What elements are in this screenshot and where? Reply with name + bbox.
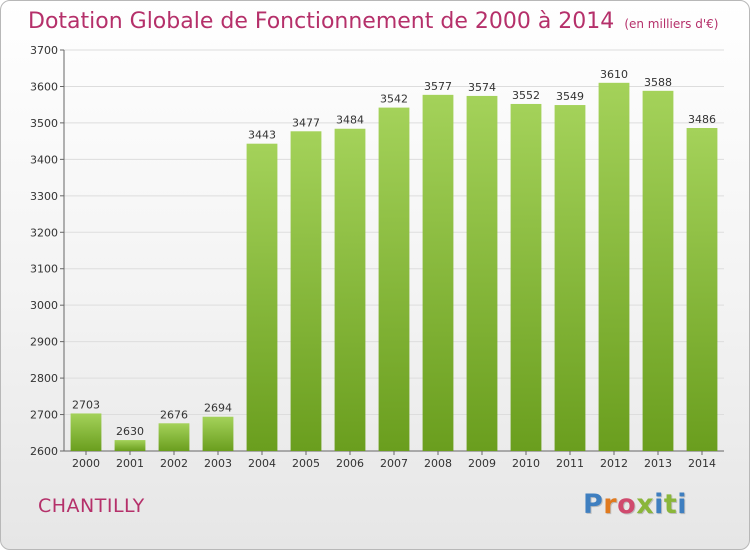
bar-2010 [510,103,542,451]
y-tick-label: 2800 [30,372,58,385]
y-tick-label: 3000 [30,299,58,312]
y-tick-label: 3100 [30,263,58,276]
y-tick-label: 3400 [30,153,58,166]
data-label: 3542 [380,93,408,106]
data-label: 2703 [72,398,100,411]
y-tick-label: 2900 [30,336,58,349]
logo-letter: o [617,489,637,520]
x-tick-label: 2001 [116,457,144,470]
y-tick-label: 3600 [30,80,58,93]
bar-2000 [70,413,102,451]
proxiti-logo: Proxiti [583,489,687,520]
bar-2008 [422,94,454,452]
y-tick-label: 3500 [30,117,58,130]
chart-title-text: Dotation Globale de Fonctionnement de 20… [28,9,615,34]
bar-2011 [554,105,586,452]
y-tick-labels: 2600 2700 2800 2900 3000 3100 3200 3300 3400 3500… [30,44,58,458]
x-tick-label: 2010 [512,457,540,470]
data-label: 3574 [468,81,496,94]
data-label: 3577 [424,80,452,93]
bar-2002 [158,423,190,451]
data-label: 3484 [336,114,364,127]
y-tick-label: 3700 [30,44,58,57]
bar-2004 [246,143,278,452]
bar-2013 [642,90,674,451]
x-tick-labels: 2000 2001 2002 2003 2004 2005 2006 2007 2008 2009… [72,457,716,470]
data-label: 3486 [688,113,716,126]
logo-letter: r [603,489,618,520]
logo-letter: i [677,489,688,520]
data-label: 2676 [160,408,188,421]
bar-2009 [466,95,498,451]
data-label: 3552 [512,89,540,102]
y-tick-label: 3200 [30,226,58,239]
data-label: 3549 [556,90,584,103]
data-label: 3610 [600,68,628,81]
bar-2003 [202,416,234,451]
chart-subtitle: (en milliers d'€) [624,17,719,31]
x-tick-label: 2011 [556,457,584,470]
logo-letter: P [583,489,604,520]
x-tick-label: 2014 [688,457,716,470]
y-tick-label: 2700 [30,409,58,422]
bar-2006 [334,128,366,451]
bar-2014 [686,128,718,451]
x-tick-label: 2013 [644,457,672,470]
x-tick-label: 2000 [72,457,100,470]
commune-name: CHANTILLY [38,495,145,517]
chart-title: Dotation Globale de Fonctionnement de 20… [28,9,718,34]
data-label: 3477 [292,116,320,129]
x-tick-label: 2003 [204,457,232,470]
logo-letter: i [654,489,664,520]
x-tick-label: 2004 [248,457,276,470]
logo-letter: t [663,489,678,520]
bar-2001 [114,440,146,451]
x-tick-label: 2009 [468,457,496,470]
bar-2005 [290,131,322,451]
y-tick-label: 2600 [30,445,58,458]
bars [70,82,718,452]
x-tick-label: 2012 [600,457,628,470]
data-label: 2694 [204,402,232,415]
bar-2007 [378,107,410,452]
x-tick-label: 2008 [424,457,452,470]
x-tick-label: 2005 [292,457,320,470]
logo-letter: x [636,489,655,520]
bar-2012 [598,82,630,452]
y-tick-label: 3300 [30,190,58,203]
data-label: 2630 [116,425,144,438]
data-label: 3588 [644,76,672,89]
data-label: 3443 [248,129,276,142]
data-labels: 2703 2630 2676 2694 3443 3477 3484 3542 3577 3574… [72,68,716,438]
x-tick-label: 2007 [380,457,408,470]
x-tick-label: 2002 [160,457,188,470]
x-tick-label: 2006 [336,457,364,470]
